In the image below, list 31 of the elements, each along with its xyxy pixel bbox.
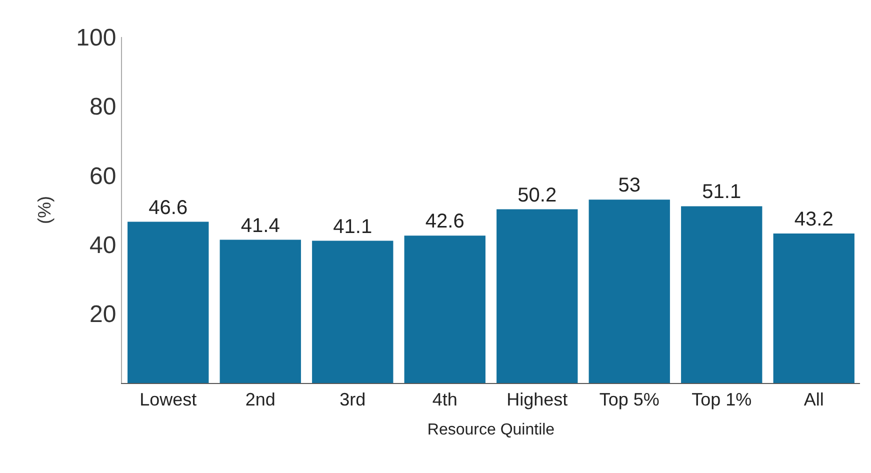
x-tick-label: Lowest bbox=[140, 390, 197, 410]
data-label: 41.1 bbox=[333, 216, 372, 238]
x-tick-label: All bbox=[804, 390, 824, 410]
data-label: 41.4 bbox=[240, 214, 280, 237]
y-tick-label: 100 bbox=[76, 24, 116, 52]
x-tick-label: Highest bbox=[506, 390, 568, 410]
bar bbox=[128, 222, 209, 383]
data-label: 43.2 bbox=[794, 208, 834, 231]
bar bbox=[312, 240, 394, 383]
y-tick-label: 60 bbox=[89, 162, 116, 190]
x-tick-label: 2nd bbox=[245, 390, 276, 410]
bar bbox=[588, 200, 670, 383]
x-tick-label: Top 1% bbox=[692, 390, 752, 410]
data-label: 50.2 bbox=[518, 184, 557, 206]
data-label: 42.6 bbox=[425, 210, 464, 233]
x-tick-label: 4th bbox=[432, 390, 458, 410]
x-axis-title: Resource Quintile bbox=[427, 421, 555, 438]
y-axis-title: (%) bbox=[34, 196, 54, 224]
bar bbox=[404, 236, 486, 383]
bar bbox=[681, 206, 762, 383]
bar bbox=[220, 240, 301, 383]
data-label: 51.1 bbox=[702, 181, 742, 204]
data-label: 53 bbox=[618, 174, 640, 197]
y-tick-label: 20 bbox=[89, 301, 116, 328]
x-tick-label: 3rd bbox=[340, 390, 366, 410]
y-tick-label: 40 bbox=[89, 232, 116, 259]
data-label: 46.6 bbox=[148, 196, 188, 219]
bar bbox=[496, 209, 578, 383]
x-tick-label: Top 5% bbox=[599, 390, 660, 410]
bar bbox=[773, 234, 854, 383]
y-tick-label: 80 bbox=[89, 94, 116, 121]
